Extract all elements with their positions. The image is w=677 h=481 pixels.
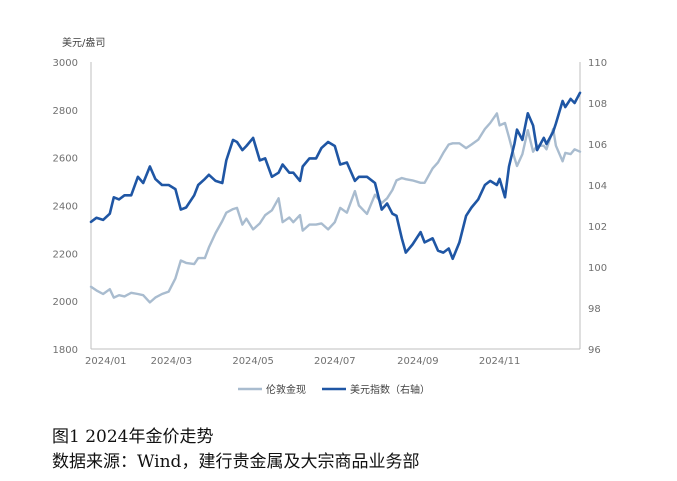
figure-caption-source: 数据来源：Wind，建行贵金属及大宗商品业务部: [52, 452, 420, 472]
left-tick-label: 2600: [53, 154, 78, 165]
legend-label: 美元指数（右轴）: [350, 383, 430, 396]
us-dollar-index-line: [89, 91, 582, 261]
left-tick-label: 2200: [53, 249, 78, 260]
x-tick-label: 2024/11: [479, 356, 521, 367]
left-axis-unit-label: 美元/盎司: [62, 36, 105, 49]
left-tick-label: 2000: [53, 297, 78, 308]
right-tick-label: 108: [588, 99, 607, 110]
x-tick-label: 2024/01: [85, 356, 127, 367]
right-tick-label: 110: [588, 58, 607, 69]
left-y-axis-ticks: 1800 2000 2200 2400 2600 2800 3000: [53, 58, 78, 356]
x-tick-label: 2024/07: [314, 356, 356, 367]
right-y-axis-ticks: 96 98 100 102 104 106 108 110: [588, 58, 607, 356]
left-tick-label: 1800: [53, 345, 78, 356]
x-tick-label: 2024/05: [232, 356, 274, 367]
right-tick-label: 106: [588, 140, 607, 151]
london-gold-spot-line: [89, 112, 582, 304]
left-tick-label: 2400: [53, 202, 78, 213]
left-tick-label: 2800: [53, 106, 78, 117]
right-tick-label: 100: [588, 263, 607, 274]
left-tick-label: 3000: [53, 58, 78, 69]
chart-axes: [90, 62, 581, 350]
legend-label: 伦敦金现: [266, 383, 306, 396]
right-tick-label: 102: [588, 222, 607, 233]
right-tick-label: 96: [588, 345, 601, 356]
series-layer: [89, 91, 582, 304]
chart-legend: 伦敦金现 美元指数（右轴）: [238, 383, 430, 396]
right-tick-label: 98: [588, 304, 601, 315]
x-tick-label: 2024/03: [151, 356, 193, 367]
x-tick-label: 2024/09: [397, 356, 439, 367]
x-axis-ticks: 2024/01 2024/03 2024/05 2024/07 2024/09 2024/…: [85, 356, 520, 367]
right-tick-label: 104: [588, 181, 607, 192]
figure-caption-title: 图1 2024年金价走势: [52, 427, 214, 447]
